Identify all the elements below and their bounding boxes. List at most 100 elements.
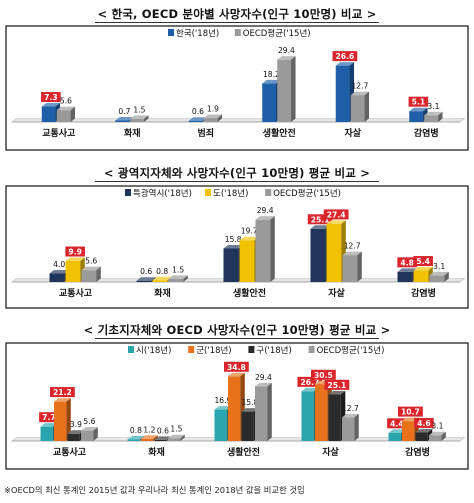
bar: [168, 275, 188, 282]
bar-front: [397, 271, 413, 282]
value-label: 3.1: [431, 422, 443, 431]
bar: [429, 431, 446, 441]
legend-label: OECD평균('15년): [317, 345, 385, 356]
bar: [130, 115, 149, 122]
bar-top: [277, 56, 296, 60]
legend-swatch: [168, 29, 174, 36]
value-label: 0.7: [118, 107, 130, 116]
bar-side: [438, 111, 443, 122]
bar-front: [56, 110, 71, 122]
category-label: 화재: [148, 446, 165, 458]
bar-front: [262, 83, 277, 122]
bar-side: [357, 251, 362, 282]
bar-front: [65, 261, 81, 282]
bar-top: [350, 91, 370, 96]
value-label: 1.5: [170, 425, 182, 434]
bar: [350, 91, 370, 122]
value-label: 5.4: [416, 257, 429, 266]
category-label: 감염병: [405, 446, 430, 458]
legend-swatch: [205, 189, 211, 196]
bar: [429, 271, 449, 282]
bar-front: [241, 411, 254, 441]
value-label: 5.6: [60, 97, 72, 106]
bar: [277, 56, 296, 123]
bar: [255, 382, 272, 441]
bar-top: [301, 387, 319, 392]
value-label: 27.4: [327, 210, 346, 219]
value-label: 5.1: [412, 98, 425, 107]
legend-item: 군('18년): [188, 345, 232, 356]
value-label: 26.7: [301, 378, 320, 387]
bar-front: [154, 439, 167, 441]
bar-front: [141, 438, 154, 441]
value-label-bg: [387, 418, 407, 429]
bar-front: [228, 376, 241, 441]
bar-side: [354, 413, 359, 441]
bar-front: [424, 115, 439, 122]
category-label: 화재: [124, 127, 141, 139]
value-label-bg: [398, 406, 423, 417]
value-label-bg: [41, 92, 61, 103]
bar-top: [241, 408, 259, 412]
legend-item: OECD평균('15년): [308, 345, 385, 356]
bar-top: [335, 62, 355, 66]
bar: [342, 251, 362, 282]
bar: [141, 435, 158, 441]
value-label: 29.4: [278, 46, 295, 55]
bar-front: [350, 95, 365, 122]
value-label: 16.9: [214, 396, 231, 405]
value-label-bg: [311, 369, 336, 380]
bar-top: [429, 271, 449, 276]
value-label-bg: [50, 387, 75, 398]
bar: [342, 413, 359, 441]
value-label: 4.4: [390, 419, 403, 428]
legend-label: 구('18년): [256, 345, 291, 356]
value-label-bg: [414, 417, 434, 428]
value-label: 3.1: [433, 262, 445, 271]
legend-item: 시('18년): [128, 345, 171, 356]
bar-top: [65, 257, 85, 262]
bar-front: [203, 117, 218, 122]
bar-top: [141, 435, 158, 439]
bar-side: [70, 106, 76, 122]
chart-1-svg: 한국('18년) OECD평균('15년) 7.3 5.6 교통사고 0.7 1.5 화재 0.…: [5, 25, 469, 151]
value-label: 0.6: [140, 267, 152, 276]
value-label: 1.9: [207, 104, 219, 113]
value-label: 12.7: [342, 404, 359, 413]
bar-front: [239, 240, 255, 282]
legend-label: 도('18년): [213, 188, 248, 199]
bar-top: [255, 216, 275, 220]
category-label: 생활안전: [263, 127, 296, 139]
bar: [424, 111, 443, 122]
bar-side: [153, 435, 158, 441]
legend-swatch: [234, 29, 241, 36]
bar-side: [364, 91, 370, 122]
value-label: 25.1: [328, 381, 347, 390]
bar-top: [81, 427, 98, 431]
value-label: 5.6: [83, 417, 95, 426]
bar-front: [41, 106, 56, 122]
legend-swatch: [265, 189, 272, 196]
legend-label: OECD평균('15년): [243, 28, 311, 39]
bar-side: [291, 56, 296, 123]
value-label-bg: [324, 379, 350, 390]
bar-top: [262, 79, 281, 84]
bar-side: [267, 382, 272, 441]
bar-front: [168, 438, 181, 441]
value-label: 29.4: [257, 206, 274, 215]
legend-item: OECD평균('15년): [265, 188, 341, 199]
bar-top: [67, 430, 85, 434]
legend-label: 특광역시('18년): [133, 188, 192, 199]
bar-front: [130, 118, 145, 122]
bar-front: [115, 120, 130, 122]
chart-frame: [5, 25, 469, 151]
chart-title-3: < 기초지자체와 OECD 사망자수(인구 10만명) 평균 비교 >: [83, 323, 391, 337]
category-label: 교통사고: [42, 127, 75, 139]
bar-top: [342, 251, 362, 256]
bar-top: [130, 115, 149, 119]
bar-front: [188, 120, 203, 122]
bar-top: [81, 266, 101, 271]
bar-side: [441, 431, 446, 441]
bar-top: [413, 267, 433, 271]
bar-top: [255, 382, 272, 387]
